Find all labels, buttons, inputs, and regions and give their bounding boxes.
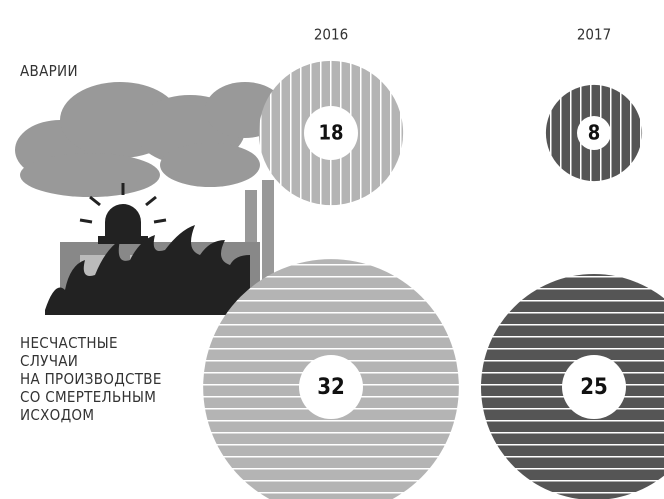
value-label: 8	[588, 121, 601, 145]
infographic: 2016 2017 18 8 32 25 АВАРИИ НЕСЧАСТНЫЕ СЛУЧАИ…	[0, 0, 664, 499]
value-label: 18	[318, 121, 343, 145]
value-label: 32	[317, 375, 345, 400]
factory-illustration	[15, 82, 285, 315]
column-label: 2017	[577, 26, 611, 44]
series-label: АВАРИИ	[20, 62, 78, 80]
series-label: НЕСЧАСТНЫЕ СЛУЧАИ НА ПРОИЗВОДСТВЕ СО СМЕ…	[20, 334, 162, 424]
value-label: 25	[580, 375, 608, 400]
chart: 2016 2017 18 8 32 25	[0, 0, 664, 499]
column-label: 2016	[314, 26, 348, 44]
